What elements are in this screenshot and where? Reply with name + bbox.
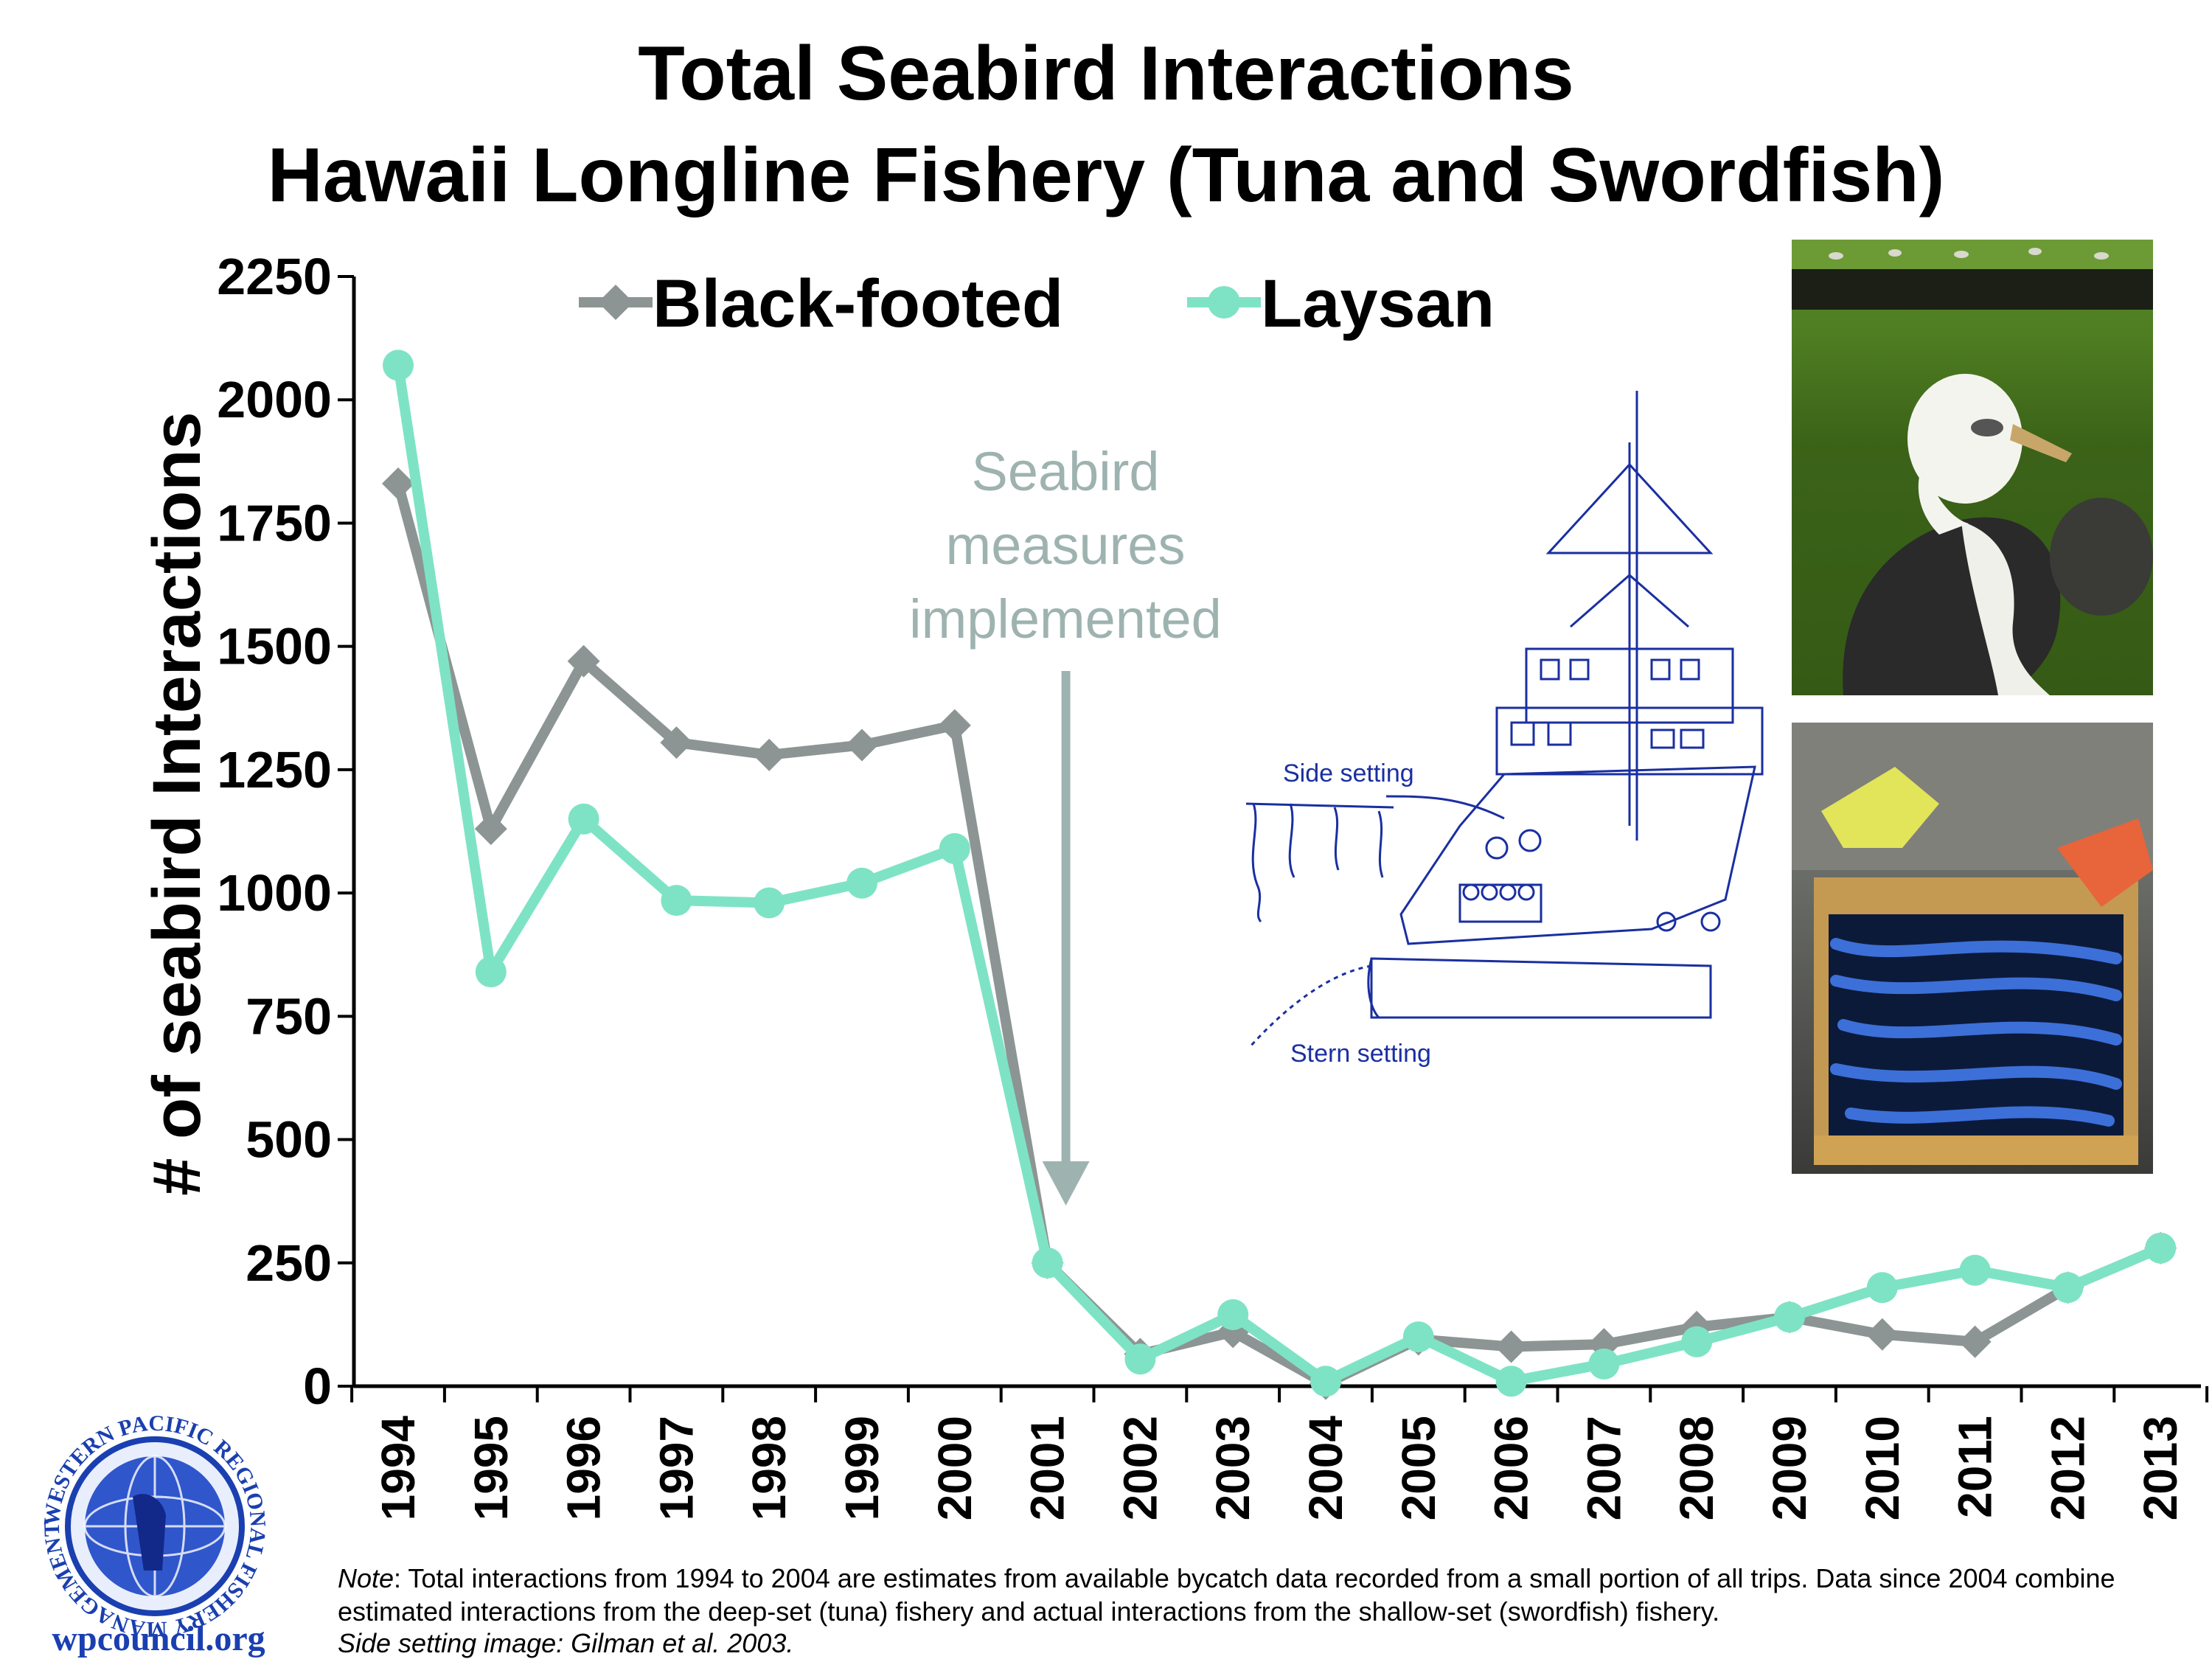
series-line bbox=[393, 482, 2163, 1389]
x-tick-label: 1999 bbox=[835, 1416, 888, 1520]
data-point bbox=[754, 887, 785, 919]
data-point bbox=[1124, 1343, 1156, 1375]
legend-marker bbox=[1208, 286, 1240, 319]
longline-vessel-drawing: Side setting Stern setting bbox=[1245, 391, 1764, 1068]
chart-title: Total Seabird Interactions bbox=[638, 31, 1574, 116]
legend-item: Laysan bbox=[1187, 266, 1495, 341]
data-point bbox=[567, 644, 600, 678]
y-tick-label: 1500 bbox=[217, 618, 332, 675]
data-point bbox=[568, 803, 599, 835]
data-point bbox=[1866, 1272, 1898, 1304]
data-point bbox=[1865, 1318, 1899, 1351]
data-point bbox=[1681, 1326, 1713, 1357]
legend: Black-footed Laysan bbox=[579, 266, 1495, 341]
data-point bbox=[1310, 1366, 1341, 1397]
data-point bbox=[1588, 1348, 1620, 1380]
x-tick-label: 2000 bbox=[928, 1416, 981, 1520]
note-prefix: Note bbox=[338, 1563, 394, 1593]
chart-series bbox=[382, 349, 2177, 1400]
y-tick-label: 0 bbox=[303, 1357, 332, 1415]
x-tick-label: 2004 bbox=[1299, 1416, 1352, 1521]
data-point bbox=[846, 867, 877, 899]
data-point bbox=[1402, 1321, 1434, 1353]
x-tick-label: 2012 bbox=[2041, 1416, 2094, 1520]
y-tick-label: 750 bbox=[246, 987, 332, 1045]
y-tick-label: 1000 bbox=[217, 864, 332, 922]
x-tick-label: 1995 bbox=[465, 1416, 518, 1520]
council-logo: WESTERN PACIFIC REGIONAL FISHERY MANAGEM… bbox=[15, 1386, 270, 1641]
note-text: Note: Total interactions from 1994 to 20… bbox=[338, 1562, 2211, 1628]
stern-setting-label: Stern setting bbox=[1290, 1040, 1431, 1068]
x-tick-label: 2010 bbox=[1856, 1416, 1909, 1520]
annotation: Seabird measures implemented bbox=[909, 441, 1222, 1206]
x-tick-label: 1996 bbox=[557, 1416, 611, 1520]
data-point bbox=[382, 467, 414, 500]
fish-catch-photo bbox=[1792, 723, 2153, 1174]
data-point bbox=[753, 738, 786, 771]
data-point bbox=[1959, 1254, 1991, 1286]
x-tick-label: 2002 bbox=[1113, 1416, 1166, 1520]
x-tick-label: 2006 bbox=[1485, 1416, 1538, 1520]
series-line bbox=[393, 364, 2163, 1387]
x-tick-label: 2011 bbox=[1949, 1416, 2002, 1518]
y-tick-label: 500 bbox=[246, 1111, 332, 1169]
data-point bbox=[475, 956, 507, 988]
x-tick-label: 1997 bbox=[650, 1416, 703, 1520]
x-tick-label: 2013 bbox=[2134, 1416, 2187, 1520]
data-point bbox=[2145, 1232, 2177, 1264]
x-tick-label: 2009 bbox=[1763, 1416, 1816, 1520]
data-point bbox=[474, 813, 507, 846]
x-tick-label: 1994 bbox=[372, 1416, 425, 1521]
data-point bbox=[660, 726, 693, 759]
legend-marker bbox=[598, 285, 633, 320]
data-point bbox=[1495, 1366, 1527, 1397]
legend-label: Black-footed bbox=[653, 266, 1063, 341]
legend-label: Laysan bbox=[1261, 266, 1495, 341]
y-tick-label: 1250 bbox=[217, 741, 332, 799]
chart-subtitle: Hawaii Longline Fishery (Tuna and Swordf… bbox=[267, 133, 1945, 218]
y-tick-label: 1750 bbox=[217, 494, 332, 552]
x-tick-label: 2005 bbox=[1392, 1416, 1445, 1520]
data-point bbox=[1495, 1330, 1528, 1363]
image-credit: Side setting image: Gilman et al. 2003. bbox=[338, 1628, 794, 1658]
data-point bbox=[1958, 1325, 1992, 1358]
annotation-text: implemented bbox=[909, 588, 1222, 650]
annotation-arrow-head bbox=[1042, 1161, 1090, 1206]
data-point bbox=[2052, 1272, 2084, 1304]
x-tick-label: 1998 bbox=[742, 1416, 796, 1520]
annotation-text: Seabird bbox=[971, 441, 1159, 502]
annotation-text: measures bbox=[946, 515, 1186, 576]
y-tick-label: 2000 bbox=[217, 371, 332, 428]
x-tick-label: 2008 bbox=[1670, 1416, 1723, 1520]
website-label: wpcouncil.org bbox=[52, 1619, 265, 1658]
data-point bbox=[846, 728, 878, 762]
albatross-photo bbox=[1792, 240, 2153, 695]
data-point bbox=[1032, 1247, 1063, 1279]
data-point bbox=[1774, 1301, 1805, 1333]
data-point bbox=[661, 885, 692, 917]
data-point bbox=[383, 349, 414, 381]
y-tick-label: 2250 bbox=[217, 248, 332, 305]
y-tick-label: 250 bbox=[246, 1234, 332, 1292]
x-tick-label: 2007 bbox=[1577, 1416, 1630, 1520]
side-setting-label: Side setting bbox=[1283, 759, 1414, 787]
data-point bbox=[1217, 1299, 1249, 1331]
legend-item: Black-footed bbox=[579, 266, 1063, 341]
note-body: : Total interactions from 1994 to 2004 a… bbox=[338, 1563, 2115, 1627]
chart-axes: 2250 2000 1750 1500 1250 1000 750 500 250 0 1994 19… bbox=[217, 248, 2209, 1521]
series-black-footed bbox=[382, 467, 2177, 1400]
data-point bbox=[938, 709, 971, 742]
x-tick-label: 2001 bbox=[1021, 1416, 1074, 1520]
data-point bbox=[939, 832, 970, 864]
x-tick-label: 2003 bbox=[1206, 1416, 1259, 1520]
series-laysan bbox=[383, 349, 2177, 1397]
